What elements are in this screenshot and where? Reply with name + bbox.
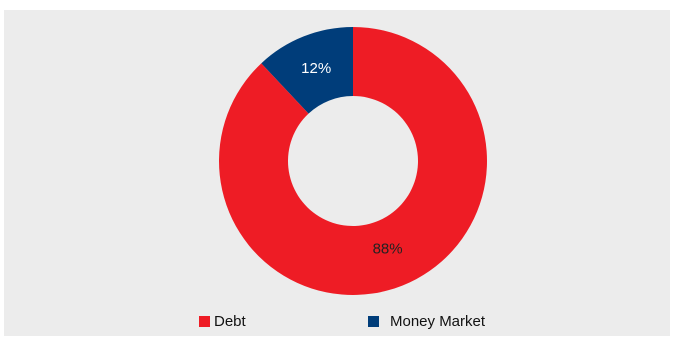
donut-chart: 12% 88% <box>218 26 488 295</box>
legend-item-money-market: Money Market <box>368 313 485 330</box>
donut-slice-money-market <box>261 26 353 114</box>
legend-item-debt: Debt <box>199 313 246 330</box>
slice-label-money-market: 12% <box>301 60 331 77</box>
legend-label-debt: Debt <box>214 313 246 330</box>
legend-swatch-money-market <box>368 316 379 327</box>
slice-label-debt: 88% <box>373 240 403 257</box>
chart-legend: Debt Money Market <box>4 313 670 331</box>
legend-label-money-market: Money Market <box>390 313 486 330</box>
chart-panel: 12% 88% Debt Money Market <box>4 10 670 336</box>
donut-slice-debt <box>218 27 488 295</box>
legend-swatch-debt <box>199 316 210 327</box>
